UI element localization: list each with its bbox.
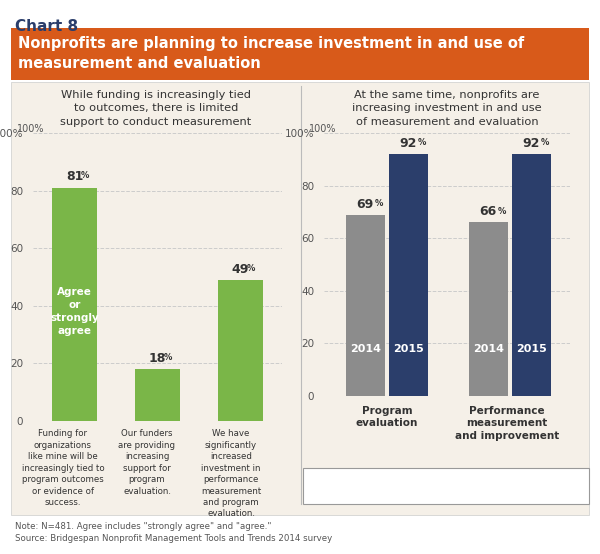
Text: 69: 69 [356, 198, 374, 211]
Text: Satisfaction
(2014): Satisfaction (2014) [315, 475, 386, 497]
Text: Note: N=481. Agree includes "strongly agree" and "agree."
Source: Bridgespan Non: Note: N=481. Agree includes "strongly ag… [15, 522, 332, 543]
Text: %: % [541, 138, 549, 147]
Text: 71%: 71% [487, 480, 515, 493]
Text: %: % [497, 207, 506, 216]
Text: 18: 18 [149, 352, 166, 365]
Text: 92: 92 [523, 137, 540, 150]
FancyBboxPatch shape [303, 468, 589, 504]
FancyBboxPatch shape [11, 28, 589, 80]
Bar [52, 188, 97, 421]
Text: Program
evaluation: Program evaluation [356, 406, 418, 428]
Text: %: % [374, 199, 383, 208]
Text: While funding is increasingly tied
to outcomes, there is limited
support to cond: While funding is increasingly tied to ou… [61, 90, 251, 127]
Bar [346, 214, 385, 396]
Text: %: % [81, 172, 89, 181]
Text: At the same time, nonprofits are
increasing investment in and use
of measurement: At the same time, nonprofits are increas… [352, 90, 542, 127]
Text: Agree
or
strongly
agree: Agree or strongly agree [50, 287, 99, 336]
Text: 68%: 68% [385, 480, 413, 493]
Text: 100%: 100% [309, 124, 337, 134]
Text: Our funders
are providing
increasing
support for
program
evaluation.: Our funders are providing increasing sup… [119, 429, 176, 496]
Text: %: % [418, 138, 426, 147]
FancyBboxPatch shape [11, 82, 589, 515]
Text: 81: 81 [66, 171, 83, 183]
Text: 49: 49 [232, 263, 249, 275]
Text: Nonprofits are planning to increase investment in and use of
measurement and eva: Nonprofits are planning to increase inve… [18, 37, 524, 71]
Text: Funding for
organizations
like mine will be
increasingly tied to
program outcome: Funding for organizations like mine will… [22, 429, 104, 507]
Bar [469, 222, 508, 396]
Bar [134, 369, 181, 421]
Text: 2014: 2014 [350, 343, 381, 354]
Bar [218, 280, 263, 421]
Text: %: % [247, 264, 256, 273]
Text: 100%: 100% [17, 124, 44, 134]
Bar [512, 154, 551, 396]
Text: 92: 92 [400, 137, 417, 150]
Text: 2015: 2015 [393, 343, 424, 354]
Text: 2014: 2014 [473, 343, 504, 354]
Text: Performance
measurement
and improvement: Performance measurement and improvement [455, 406, 559, 441]
Text: We have
significantly
increased
investment in
performance
measurement
and progra: We have significantly increased investme… [201, 429, 261, 519]
Text: 66: 66 [479, 206, 497, 218]
Bar [389, 154, 428, 396]
Text: 2015: 2015 [516, 343, 547, 354]
Text: %: % [164, 353, 172, 362]
Text: Chart 8: Chart 8 [15, 19, 78, 34]
